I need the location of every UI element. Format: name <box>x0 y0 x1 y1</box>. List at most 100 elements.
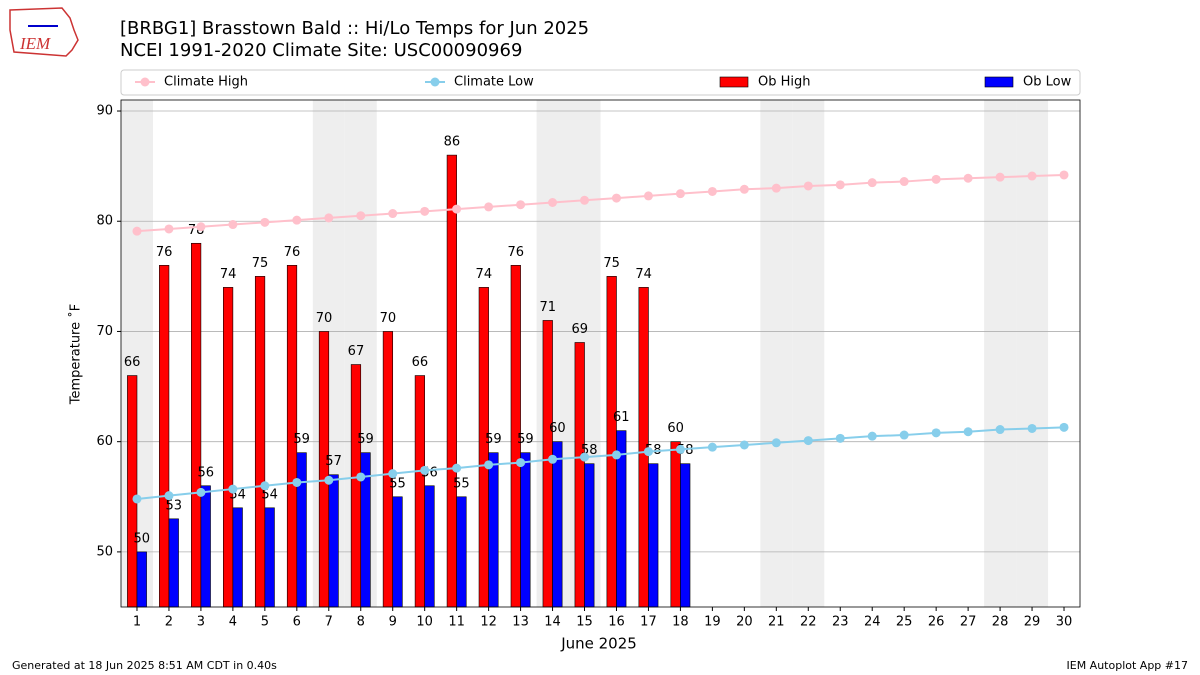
line <box>136 426 1065 500</box>
marker <box>707 186 717 196</box>
marker <box>548 454 558 464</box>
marker <box>867 178 877 188</box>
x-tick-label: 29 <box>1024 615 1041 630</box>
marker <box>324 475 334 485</box>
x-tick-label: 2 <box>165 615 173 630</box>
bar <box>328 474 339 608</box>
weekend-band <box>792 100 825 607</box>
x-tick-label: 19 <box>704 615 721 630</box>
x-tick-label: 6 <box>293 615 301 630</box>
legend-marker <box>430 77 440 87</box>
data-label: 74 <box>476 267 493 282</box>
marker <box>388 469 398 479</box>
legend-label: Ob Low <box>1023 75 1072 90</box>
marker <box>931 174 941 184</box>
x-tick-label: 21 <box>768 615 785 630</box>
marker <box>356 472 366 482</box>
chart-subtitle: NCEI 1991-2020 Climate Site: USC00090969 <box>120 40 522 61</box>
x-tick-label: 5 <box>261 615 269 630</box>
data-label: 74 <box>220 267 237 282</box>
bar <box>584 463 595 608</box>
x-tick-label: 26 <box>928 615 945 630</box>
footer-left: Generated at 18 Jun 2025 8:51 AM CDT in … <box>12 659 277 672</box>
marker <box>707 442 717 452</box>
marker <box>739 184 749 194</box>
marker <box>164 224 174 234</box>
marker <box>132 494 142 504</box>
marker <box>484 202 494 212</box>
y-tick-label: 60 <box>96 434 113 449</box>
marker <box>803 436 813 446</box>
marker <box>835 180 845 190</box>
x-tick-label: 24 <box>864 615 881 630</box>
x-tick-label: 30 <box>1056 615 1073 630</box>
marker <box>420 465 430 475</box>
logo-text: IEM <box>19 34 51 53</box>
marker <box>292 215 302 225</box>
data-label: 59 <box>357 432 374 447</box>
data-label: 66 <box>124 355 141 370</box>
legend-item: Climate High <box>135 75 248 90</box>
data-label: 57 <box>325 454 342 469</box>
marker <box>452 204 462 214</box>
bar <box>606 276 617 608</box>
data-label: 60 <box>667 421 684 436</box>
marker <box>356 211 366 221</box>
y-tick-label: 50 <box>96 544 113 559</box>
x-tick-label: 13 <box>512 615 529 630</box>
bar <box>648 463 659 608</box>
bar <box>191 242 202 608</box>
marker <box>995 172 1005 182</box>
bar <box>446 154 457 608</box>
legend-marker <box>140 77 150 87</box>
bar <box>168 518 179 608</box>
marker <box>643 447 653 457</box>
weekend-band <box>984 100 1017 607</box>
x-tick-label: 10 <box>416 615 433 630</box>
data-label: 67 <box>348 344 365 359</box>
marker <box>516 458 526 468</box>
marker <box>580 452 590 462</box>
line <box>136 173 1065 233</box>
marker <box>132 226 142 236</box>
marker <box>228 220 238 230</box>
x-tick-label: 8 <box>357 615 365 630</box>
bar <box>424 485 435 608</box>
marker <box>675 189 685 199</box>
x-tick-label: 9 <box>389 615 397 630</box>
data-label: 55 <box>389 476 406 491</box>
bar <box>264 507 275 608</box>
marker <box>675 444 685 454</box>
bar <box>159 265 170 608</box>
data-label: 59 <box>293 432 310 447</box>
data-label: 59 <box>485 432 502 447</box>
data-label: 66 <box>412 355 429 370</box>
x-tick-label: 25 <box>896 615 913 630</box>
marker <box>611 193 621 203</box>
data-label: 71 <box>539 300 556 315</box>
marker <box>196 487 206 497</box>
marker <box>260 217 270 227</box>
x-tick-label: 20 <box>736 615 753 630</box>
bar <box>488 452 499 608</box>
x-tick-label: 1 <box>133 615 141 630</box>
x-tick-label: 7 <box>325 615 333 630</box>
data-label: 86 <box>444 135 461 150</box>
marker <box>1027 171 1037 181</box>
x-tick-label: 23 <box>832 615 849 630</box>
data-label: 75 <box>252 256 269 271</box>
legend-label: Climate High <box>164 75 248 90</box>
data-label: 69 <box>571 322 588 337</box>
x-tick-label: 17 <box>640 615 657 630</box>
marker <box>164 491 174 501</box>
legend-item: Ob High <box>719 75 811 90</box>
data-label: 61 <box>613 410 630 425</box>
logo-outline <box>9 7 79 57</box>
marker <box>484 460 494 470</box>
bar <box>200 485 211 608</box>
chart-title: [BRBG1] Brasstown Bald :: Hi/Lo Temps fo… <box>120 18 589 39</box>
marker <box>963 173 973 183</box>
x-tick-label: 15 <box>576 615 593 630</box>
plot-frame <box>120 99 1081 608</box>
marker <box>452 463 462 473</box>
